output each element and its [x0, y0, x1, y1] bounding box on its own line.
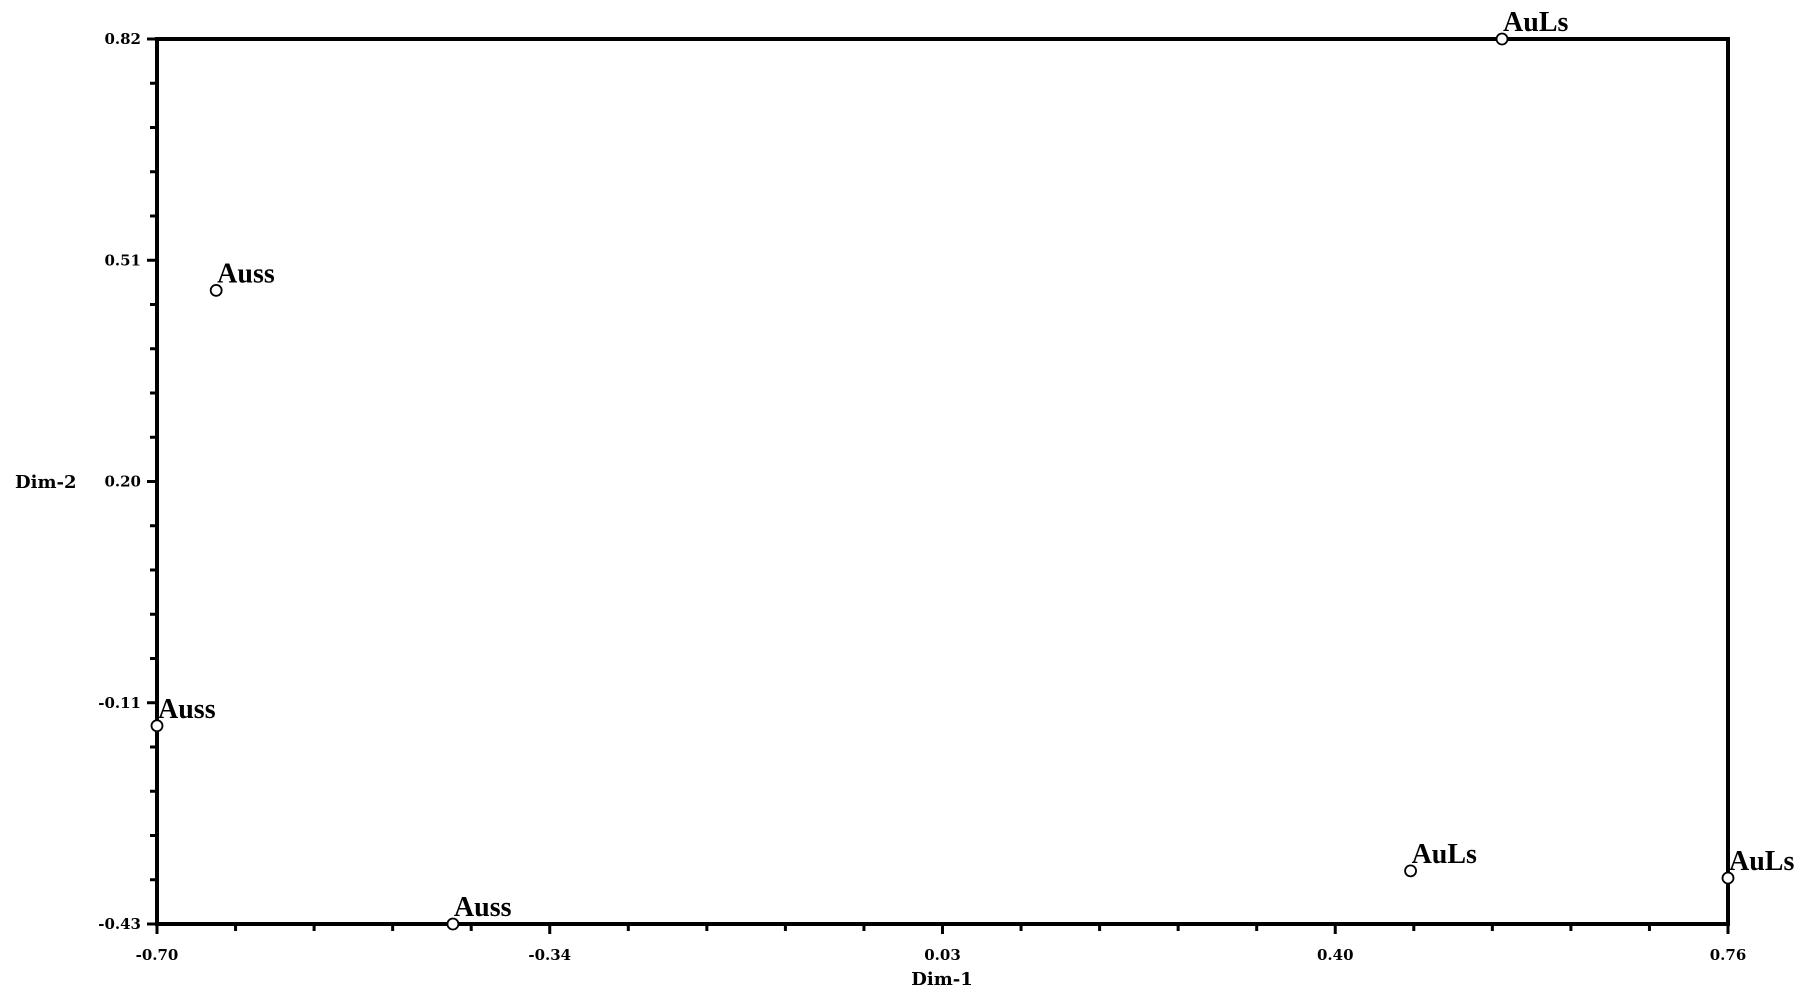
data-point: [446, 917, 460, 931]
y-axis-title: Dim-2: [15, 472, 77, 493]
y-tick-label: 0.20: [104, 473, 141, 491]
data-point-label: AuLs: [1503, 7, 1568, 38]
y-tick-label: -0.43: [98, 915, 141, 933]
data-point-label: Auss: [217, 258, 275, 289]
data-point: [1404, 864, 1417, 878]
data-point-label: AuLs: [1412, 839, 1477, 870]
data-point: [150, 719, 164, 733]
y-tick-label: 0.51: [104, 251, 141, 269]
data-point: [209, 283, 223, 297]
x-tick-label: 0.76: [1710, 946, 1747, 964]
y-tick-labels: 0.82 0.51 0.20 -0.11 -0.43: [98, 30, 141, 933]
data-point-label: Auss: [454, 892, 512, 923]
data-point-label: Auss: [158, 694, 216, 725]
data-point-label: AuLs: [1729, 846, 1794, 877]
x-axis-title: Dim-1: [911, 969, 973, 987]
axis-ticks: [147, 37, 1730, 934]
data-points: AuLs Auss Auss Auss AuLs AuLs: [150, 7, 1794, 931]
x-tick-label: 0.40: [1317, 946, 1354, 964]
x-tick-labels: -0.70 -0.34 0.03 0.40 0.76: [136, 946, 1747, 964]
data-point: [1721, 871, 1735, 885]
x-tick-label: -0.34: [528, 946, 571, 964]
data-point: [1495, 32, 1509, 46]
x-tick-label: -0.70: [136, 946, 179, 964]
x-tick-label: 0.03: [924, 946, 961, 964]
y-tick-label: -0.11: [98, 694, 141, 712]
plot-frame: [155, 37, 1730, 926]
y-tick-label: 0.82: [104, 30, 141, 48]
